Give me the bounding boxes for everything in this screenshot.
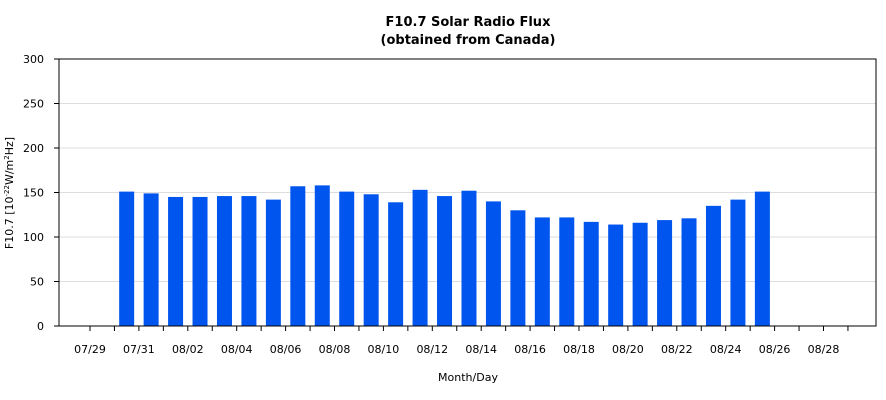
y-ticks: 0 50 100 150 200 250 300: [23, 53, 59, 333]
bar-08-14: [485, 201, 501, 326]
bar-08-13: [461, 190, 477, 326]
bar-08-08: [339, 191, 355, 326]
x-tick-label: 08/08: [319, 343, 351, 356]
x-tick-label: 07/29: [74, 343, 106, 356]
x-axis-label: Month/Day: [438, 371, 498, 384]
y-tick-label: 200: [23, 142, 44, 155]
x-tick-label: 08/10: [368, 343, 400, 356]
x-tick-label: 08/26: [759, 343, 791, 356]
chart-subtitle: (obtained from Canada): [381, 33, 556, 48]
x-tick-label: 08/12: [416, 343, 448, 356]
bar-08-12: [437, 196, 453, 326]
y-axis-label-exp2: 2: [3, 155, 11, 159]
bar-08-07: [314, 185, 330, 326]
bars: [119, 185, 770, 326]
x-tick-label: 08/24: [710, 343, 742, 356]
x-tick-label: 08/06: [270, 343, 302, 356]
y-tick-label: 250: [23, 98, 44, 111]
bar-08-06: [290, 186, 306, 326]
x-tick-label: 08/18: [563, 343, 595, 356]
x-tick-label: 08/02: [172, 343, 204, 356]
y-tick-label: 300: [23, 53, 44, 66]
bar-08-20: [632, 222, 648, 326]
x-tick-label: 08/22: [661, 343, 693, 356]
y-axis-label-suffix: Hz]: [3, 137, 16, 155]
bar-08-23: [705, 205, 721, 326]
x-tick-label: 08/14: [465, 343, 497, 356]
bar-08-11: [412, 189, 428, 326]
x-tick-label: 08/04: [221, 343, 253, 356]
bar-08-02: [192, 196, 208, 326]
y-axis-label-mid: W/m: [3, 160, 16, 185]
bar-08-18: [583, 221, 599, 326]
bar-08-05: [265, 199, 281, 326]
y-axis-label: F10.7 [10-22W/m2Hz]: [3, 137, 16, 249]
bar-08-17: [559, 217, 575, 326]
bar-08-16: [534, 217, 550, 326]
x-ticks: 07/29 07/31 08/02 08/04 08/06 08/08 08/10 08/12…: [74, 326, 849, 356]
plot-frame: [58, 58, 877, 327]
bar-08-19: [608, 224, 624, 326]
bar-08-21: [657, 220, 673, 326]
chart-title: F10.7 Solar Radio Flux: [386, 15, 552, 30]
y-tick-label: 150: [23, 187, 44, 200]
bar-07-31: [143, 193, 159, 326]
bar-07-30: [119, 191, 135, 326]
bar-08-10: [388, 202, 404, 326]
bar-08-09: [363, 194, 379, 326]
x-tick-label: 08/28: [808, 343, 840, 356]
y-tick-label: 0: [37, 320, 44, 333]
y-axis-label-exp1: -22: [3, 185, 11, 196]
bar-08-04: [241, 196, 257, 326]
y-tick-label: 100: [23, 231, 44, 244]
x-tick-label: 07/31: [123, 343, 155, 356]
bar-08-03: [216, 196, 232, 326]
y-axis-label-prefix: F10.7 [10: [3, 196, 16, 249]
bar-08-01: [168, 196, 184, 326]
bar-08-24: [730, 199, 746, 326]
bar-08-25: [754, 191, 770, 326]
bar-08-15: [510, 210, 526, 326]
x-tick-label: 08/20: [612, 343, 644, 356]
y-tick-label: 50: [30, 276, 44, 289]
bar-08-22: [681, 218, 697, 326]
x-tick-label: 08/16: [514, 343, 546, 356]
